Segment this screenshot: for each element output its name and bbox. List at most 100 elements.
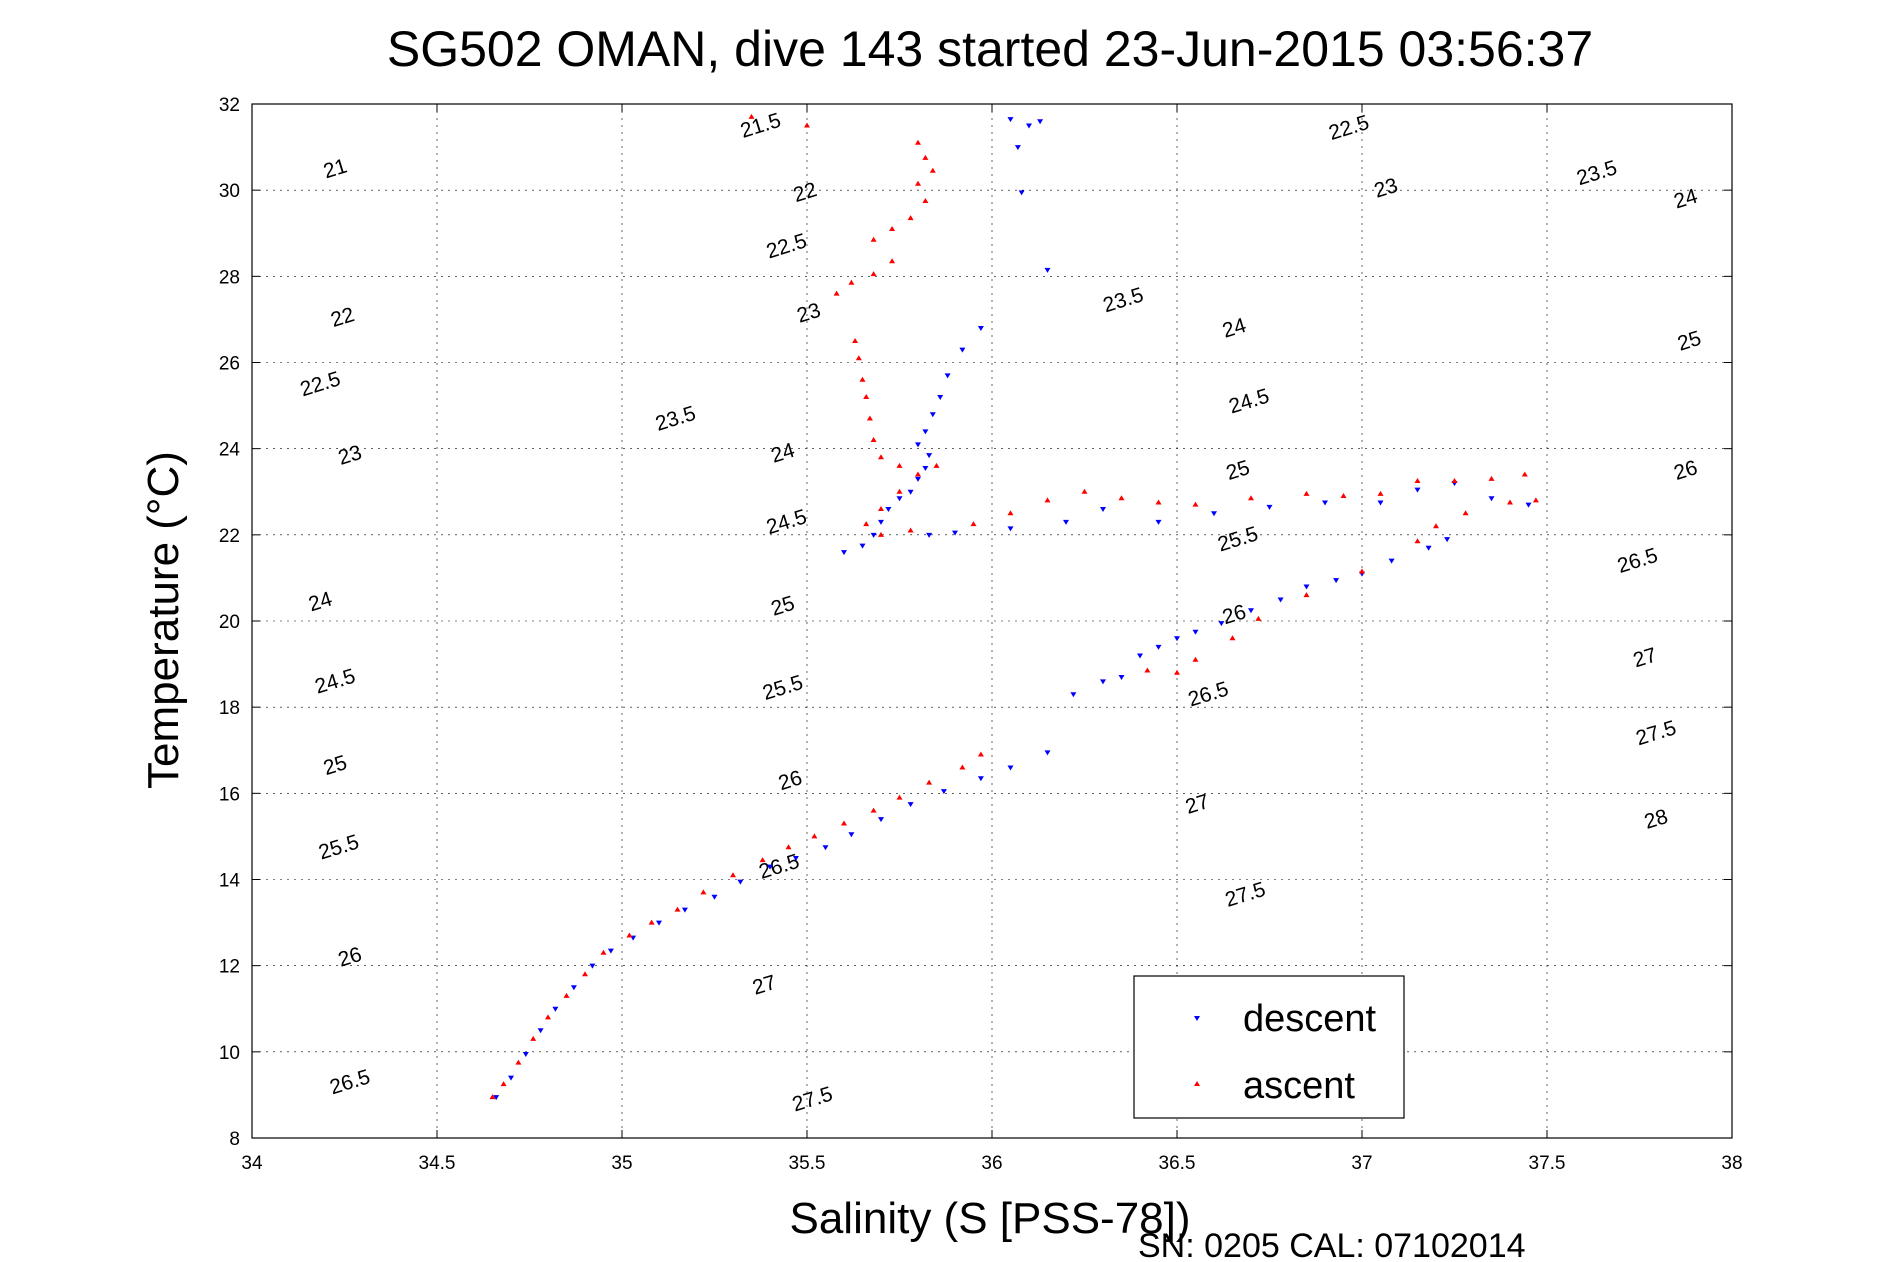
ascent-point	[922, 197, 929, 203]
ascent-point	[1303, 490, 1310, 496]
ascent-point	[748, 113, 755, 119]
ascent-point	[582, 971, 588, 977]
descent-point	[522, 1051, 529, 1057]
descent-point	[537, 1028, 544, 1034]
descent-point	[1014, 145, 1021, 151]
descent-point	[1155, 519, 1162, 525]
descent-point	[1007, 765, 1014, 771]
descent-point	[1007, 526, 1014, 532]
descent-point	[922, 429, 929, 435]
descent-point	[859, 543, 866, 549]
descent-point	[1322, 500, 1328, 506]
ascent-point	[977, 751, 984, 757]
ascent-point	[852, 337, 859, 343]
descent-point	[1044, 267, 1051, 273]
ascent-point	[907, 527, 914, 533]
ascent-point	[1340, 493, 1347, 499]
ascent-point	[811, 833, 818, 839]
ascent-point	[1007, 510, 1014, 516]
y-tick-label: 8	[229, 1129, 240, 1150]
ascent-point	[563, 992, 570, 998]
ascent-point	[866, 415, 873, 421]
ascent-point	[870, 807, 877, 813]
y-tick-label: 30	[219, 181, 240, 202]
ascent-point	[1192, 501, 1199, 507]
descent-point	[1303, 584, 1310, 590]
descent-point	[848, 832, 855, 838]
ascent-point	[700, 889, 707, 895]
ascent-point	[1174, 669, 1180, 675]
ascent-point	[545, 1014, 551, 1020]
ascent-point	[959, 764, 966, 770]
descent-point	[737, 879, 744, 885]
descent-point	[896, 496, 903, 502]
ascent-point	[878, 531, 884, 537]
ascent-point	[970, 521, 977, 527]
descent-point	[1414, 487, 1421, 493]
legend-ascent-marker	[1194, 1081, 1200, 1086]
descent-point	[1333, 578, 1340, 584]
x-tick-label: 37	[1351, 1153, 1372, 1174]
descent-point	[977, 326, 984, 332]
descent-point	[1211, 511, 1217, 517]
ascent-point	[1359, 568, 1365, 574]
x-axis-label: Salinity (S [PSS-78])	[789, 1194, 1190, 1243]
ascent-point	[1081, 488, 1088, 494]
descent-point	[1118, 675, 1125, 681]
descent-point	[841, 550, 847, 556]
ascent-point	[1433, 523, 1439, 529]
descent-point	[907, 489, 914, 495]
descent-point	[915, 442, 921, 448]
ascent-point	[878, 505, 884, 511]
ascent-point	[926, 779, 933, 785]
ascent-series	[489, 113, 1539, 1100]
legend-ascent-label: ascent	[1243, 1065, 1355, 1107]
x-tick-label: 36.5	[1159, 1153, 1196, 1174]
x-tick-label: 34.5	[419, 1153, 456, 1174]
ascent-point	[1414, 538, 1421, 544]
descent-point	[589, 963, 596, 969]
ascent-point	[500, 1081, 507, 1087]
descent-point	[940, 789, 947, 795]
y-tick-label: 14	[219, 871, 241, 892]
ascent-point	[674, 906, 681, 912]
ascent-point	[915, 180, 921, 186]
descent-point	[1155, 644, 1162, 650]
x-tick-label: 35	[611, 1153, 632, 1174]
descent-point	[1218, 621, 1225, 627]
ascent-point	[1303, 592, 1310, 598]
ascent-point	[863, 393, 870, 399]
descent-point	[1037, 119, 1044, 125]
ascent-point	[1488, 475, 1495, 481]
ascent-point	[489, 1094, 496, 1100]
ascent-point	[915, 139, 921, 145]
legend: descent ascent	[1133, 975, 1405, 1119]
descent-point	[937, 394, 944, 400]
y-tick-label: 10	[219, 1043, 240, 1064]
descent-point	[1192, 629, 1199, 635]
ascent-point	[1451, 477, 1458, 483]
ascent-point	[1532, 497, 1539, 503]
descent-point	[711, 894, 718, 900]
descent-point	[977, 776, 984, 782]
ascent-point	[870, 236, 877, 242]
grid-lines	[252, 104, 1732, 1138]
x-axis-ticks: 34 34.5 35 35.5 36 36.5 37 37.5 38	[241, 104, 1743, 1174]
ascent-point	[648, 919, 655, 925]
y-axis-ticks: 8 10 12 14 16 18 20 22 24 26 28 30 32	[219, 95, 1732, 1150]
descent-point	[1248, 608, 1254, 614]
y-tick-label: 12	[219, 957, 240, 978]
descent-point	[922, 466, 929, 472]
descent-point	[1100, 679, 1106, 685]
legend-descent-marker	[1194, 1016, 1200, 1021]
ascent-point	[1192, 656, 1199, 662]
x-tick-label: 36	[981, 1153, 1002, 1174]
descent-point	[1137, 653, 1143, 659]
descent-point	[1525, 502, 1532, 508]
ascent-point	[933, 462, 940, 468]
descent-point	[681, 907, 688, 913]
y-tick-label: 32	[219, 95, 240, 116]
y-axis-label: Temperature (°C)	[139, 451, 188, 789]
descent-point	[1388, 558, 1395, 564]
